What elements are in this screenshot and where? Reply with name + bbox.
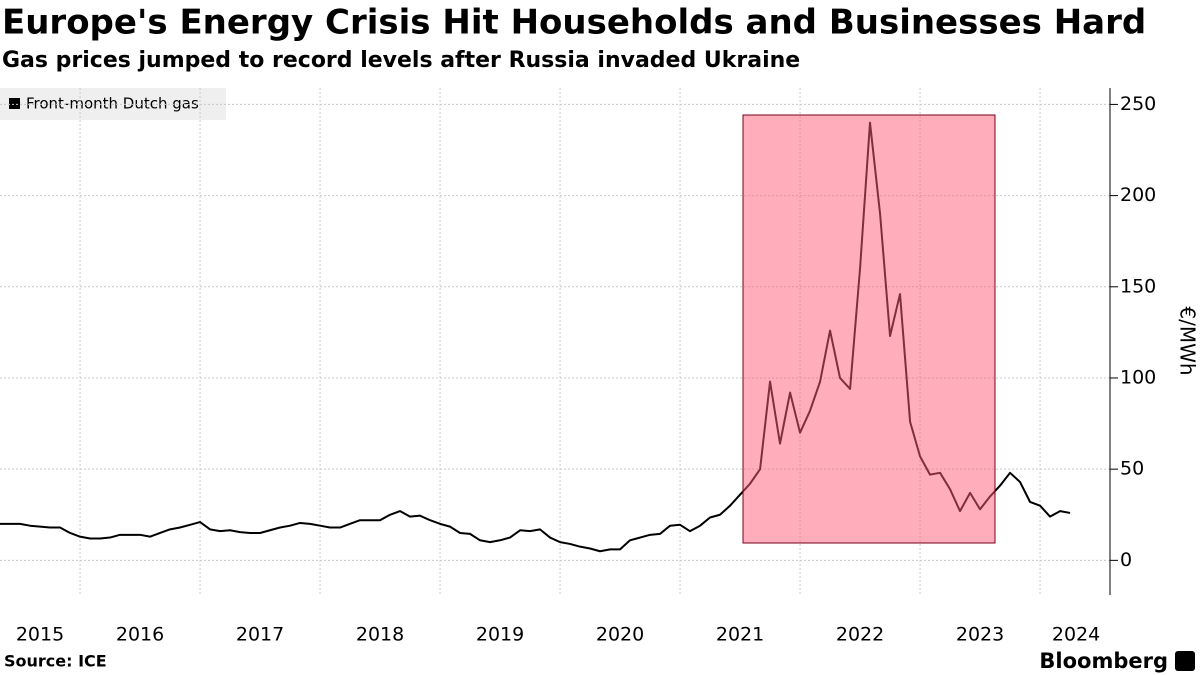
x-tick-label: 2018	[356, 624, 404, 646]
x-tick-label: 2019	[476, 624, 524, 646]
source: Source: ICE	[4, 652, 107, 671]
y-tick-label: 0	[1120, 549, 1132, 571]
y-tick-label: 200	[1120, 184, 1156, 206]
x-tick-label: 2022	[836, 624, 884, 646]
x-tick-label: 2021	[716, 624, 764, 646]
legend-label: Front-month Dutch gas	[26, 95, 199, 113]
chart-subtitle: Gas prices jumped to record levels after…	[2, 48, 800, 73]
y-tick-label: 150	[1120, 275, 1156, 297]
y-axis-label: €/MWh	[1176, 306, 1200, 375]
x-tick-label: 2017	[236, 624, 284, 646]
x-tick-label: 2015	[16, 624, 64, 646]
chart-title: Europe's Energy Crisis Hit Households an…	[2, 3, 1146, 43]
brand: Bloomberg	[1039, 649, 1168, 673]
legend-swatch	[9, 98, 20, 109]
highlight-region	[742, 114, 996, 544]
x-tick-label: 2016	[116, 624, 164, 646]
brand-icon	[1175, 651, 1195, 671]
x-tick-label: 2024	[1052, 624, 1100, 646]
x-tick-label: 2023	[956, 624, 1004, 646]
x-tick-label: 2020	[596, 624, 644, 646]
plot-area: 0 50 100 150 200 250 2015 2016 2017 2018 2019 2020 2…	[0, 88, 1156, 646]
y-tick-label: 250	[1120, 93, 1156, 115]
y-tick-label: 100	[1120, 366, 1156, 388]
y-tick-label: 50	[1120, 458, 1144, 480]
